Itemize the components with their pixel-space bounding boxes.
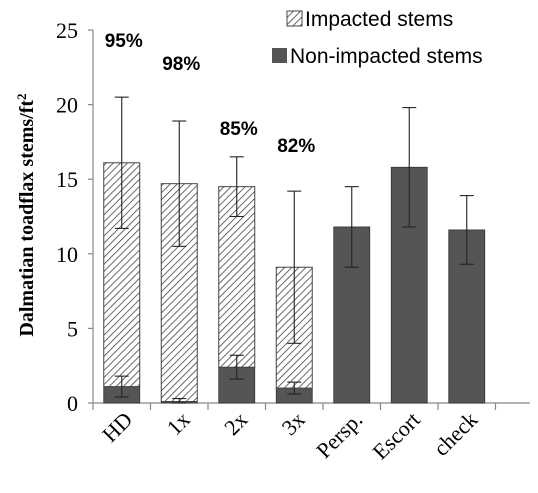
x-tick-label: 1x (162, 407, 195, 440)
y-axis-label-superscript: 2 (14, 93, 29, 100)
legend-label-impacted: Impacted stems (305, 8, 453, 31)
x-tick-label: Persp. (311, 407, 367, 463)
legend-swatch-non-impacted (272, 48, 287, 63)
percent-annotation: 82% (277, 136, 315, 157)
bar-non-impacted (333, 226, 371, 404)
y-tick-label: 25 (56, 18, 78, 43)
y-tick-label: 5 (67, 316, 78, 341)
y-axis-title: Dalmatian toadflax stems/ft2 (14, 93, 39, 336)
y-tick-label: 20 (56, 93, 78, 118)
x-tick-label: check (428, 407, 482, 461)
x-tick-label: HD (97, 407, 137, 447)
y-tick-label: 0 (67, 391, 78, 416)
percent-annotation: 95% (105, 31, 143, 52)
x-tick-label: 3x (277, 407, 310, 440)
x-tick-label: Escort (367, 407, 424, 464)
x-tick-label: 2x (219, 407, 252, 440)
y-axis-label: Dalmatian toadflax stems/ft (16, 100, 38, 337)
y-tick-label: 15 (56, 167, 78, 192)
y-tick-label: 10 (56, 242, 78, 267)
percent-annotation: 98% (162, 54, 200, 75)
svg-text:Dalmatian toadflax stems/ft2: Dalmatian toadflax stems/ft2 (14, 93, 39, 336)
legend: Impacted stems Non-impacted stems (272, 8, 483, 68)
legend-label-non-impacted: Non-impacted stems (290, 45, 483, 68)
legend-swatch-impacted (286, 10, 303, 27)
percent-annotation: 85% (220, 119, 258, 140)
plot-area: 0 5 10 15 20 25 HD 1x 2x 3x Persp. Escort check 95% 98… (56, 18, 530, 464)
